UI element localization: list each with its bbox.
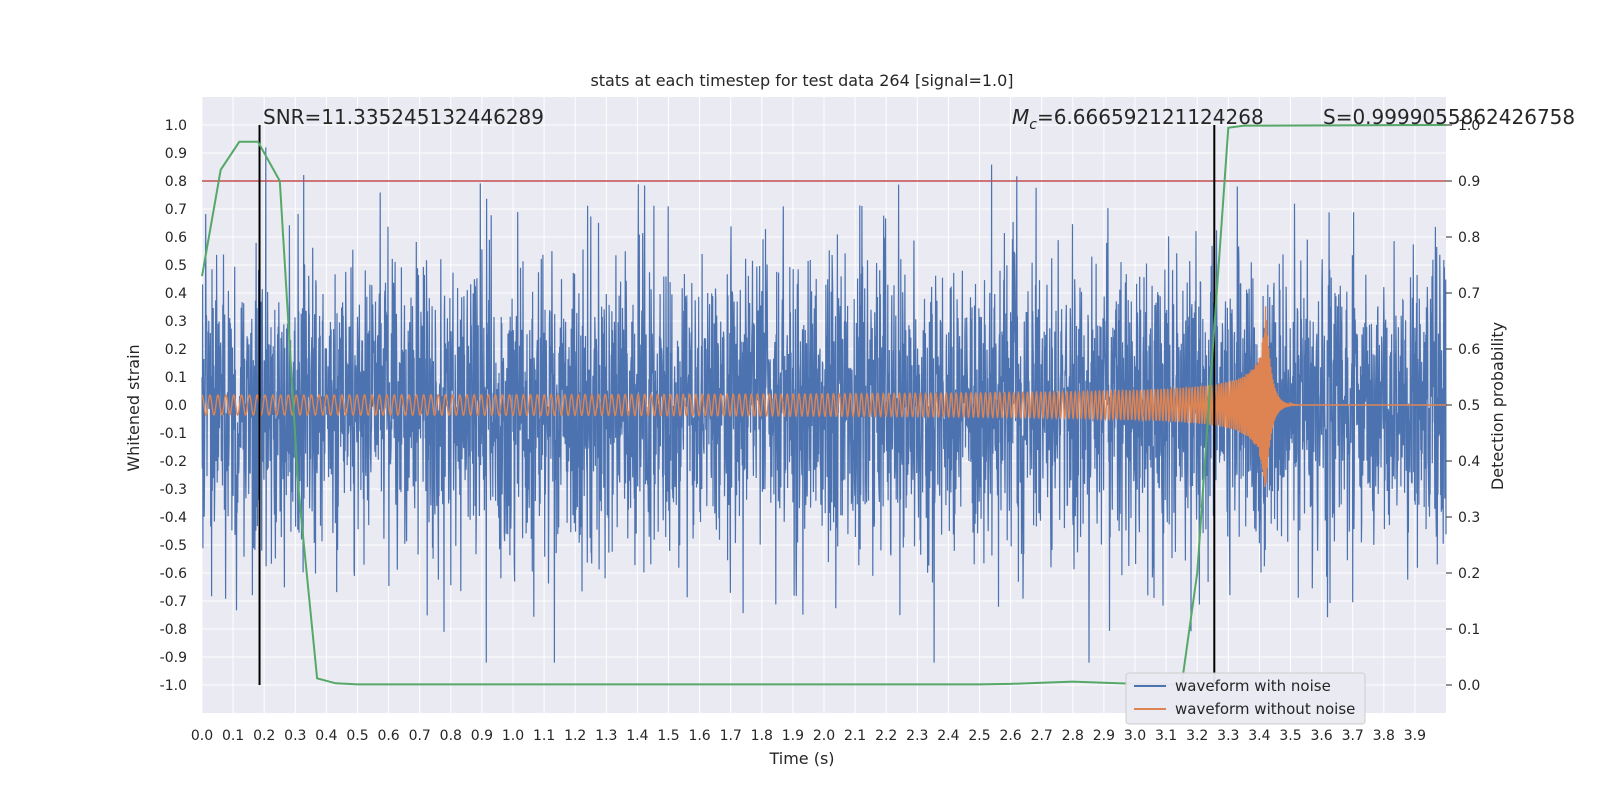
y-right-tick-label: 1.0 bbox=[1458, 118, 1480, 134]
x-tick-label: 2.3 bbox=[906, 728, 928, 744]
x-tick-label: 0.6 bbox=[377, 728, 399, 744]
x-tick-label: 0.0 bbox=[191, 728, 213, 744]
x-tick-label: 2.4 bbox=[937, 728, 959, 744]
x-tick-label: 3.7 bbox=[1342, 728, 1364, 744]
legend-label-clean: waveform without noise bbox=[1175, 700, 1355, 718]
y-tick-label: 0.1 bbox=[165, 370, 187, 386]
x-tick-label: 1.4 bbox=[626, 728, 648, 744]
legend-box bbox=[1125, 672, 1366, 725]
x-axis-label: Time (s) bbox=[768, 749, 834, 768]
y-right-tick-label: 0.6 bbox=[1458, 342, 1480, 358]
x-tick-label: 3.4 bbox=[1248, 728, 1270, 744]
y-tick-label: -0.6 bbox=[160, 566, 187, 582]
x-tick-label: 1.7 bbox=[720, 728, 742, 744]
x-tick-label: 0.4 bbox=[315, 728, 337, 744]
x-tick-label: 3.2 bbox=[1186, 728, 1208, 744]
detection-probability-line bbox=[201, 124, 1447, 686]
x-tick-label: 1.6 bbox=[688, 728, 710, 744]
y-right-axis-ticks: 1.0 0.9 0.8 0.7 0.6 0.5 0.4 0.3 0.2 0.1 0.0 bbox=[1446, 118, 1480, 694]
y-tick-label: 0.8 bbox=[165, 174, 187, 190]
waveform-with-noise-line bbox=[201, 147, 1447, 663]
x-tick-label: 3.6 bbox=[1310, 728, 1332, 744]
x-tick-label: 0.8 bbox=[440, 728, 462, 744]
x-tick-label: 2.0 bbox=[813, 728, 835, 744]
y-tick-label: 1.0 bbox=[165, 118, 187, 134]
x-tick-label: 0.9 bbox=[471, 728, 493, 744]
x-tick-label: 0.1 bbox=[222, 728, 244, 744]
y-right-tick-label: 0.2 bbox=[1458, 566, 1480, 582]
x-axis-ticks: 0.0 0.1 0.2 0.3 0.4 0.5 0.6 0.7 0.8 0.9 1.0 1.1 1.2 1… bbox=[191, 728, 1426, 744]
y-tick-label: -0.4 bbox=[160, 510, 187, 526]
x-tick-label: 0.3 bbox=[284, 728, 306, 744]
mc-symbol: M bbox=[1012, 105, 1029, 129]
series-waveform-without-noise bbox=[201, 306, 1446, 487]
mc-subscript: c bbox=[1029, 117, 1037, 133]
y-axis-ticks: 1.0 0.9 0.8 0.7 0.6 0.5 0.4 0.3 0.2 0.1 0.0 -0.1 -0.… bbox=[160, 118, 187, 694]
y-tick-label: 0.7 bbox=[165, 202, 187, 218]
x-tick-label: 2.6 bbox=[999, 728, 1021, 744]
x-tick-label: 2.7 bbox=[1031, 728, 1053, 744]
y-tick-label: 0.2 bbox=[165, 342, 187, 358]
x-tick-label: 3.0 bbox=[1124, 728, 1146, 744]
y-tick-label: -0.2 bbox=[160, 454, 187, 470]
y-tick-label: -0.5 bbox=[160, 538, 187, 554]
y-right-tick-label: 0.3 bbox=[1458, 510, 1480, 526]
y-tick-label: 0.9 bbox=[165, 146, 187, 162]
x-tick-label: 3.8 bbox=[1373, 728, 1395, 744]
y-right-tick-label: 0.7 bbox=[1458, 286, 1480, 302]
y-tick-label: 0.6 bbox=[165, 230, 187, 246]
series-detection-probability bbox=[201, 124, 1447, 686]
y-right-tick-label: 0.9 bbox=[1458, 174, 1480, 190]
marker-lines bbox=[258, 125, 1216, 685]
x-tick-label: 3.9 bbox=[1404, 728, 1426, 744]
x-tick-label: 1.8 bbox=[751, 728, 773, 744]
series-waveform-with-noise bbox=[201, 147, 1447, 663]
y-tick-label: 0.0 bbox=[165, 398, 187, 414]
y-tick-label: -0.9 bbox=[160, 650, 187, 666]
x-tick-label: 1.9 bbox=[782, 728, 804, 744]
s-annotation: S=0.9999055862426758 bbox=[1323, 105, 1575, 129]
mc-annotation: Mc=6.666592121124268 bbox=[1012, 105, 1264, 133]
y-tick-label: -1.0 bbox=[160, 678, 187, 694]
y-tick-label: -0.3 bbox=[160, 482, 187, 498]
x-tick-label: 2.2 bbox=[875, 728, 897, 744]
y-right-tick-label: 0.5 bbox=[1458, 398, 1480, 414]
y-right-tick-label: 0.1 bbox=[1458, 622, 1480, 638]
x-tick-label: 1.2 bbox=[564, 728, 586, 744]
y-tick-label: 0.3 bbox=[165, 314, 187, 330]
x-tick-label: 1.5 bbox=[657, 728, 679, 744]
snr-annotation: SNR=11.335245132446289 bbox=[263, 105, 544, 129]
x-tick-label: 0.5 bbox=[346, 728, 368, 744]
y-right-tick-label: 0.0 bbox=[1458, 678, 1480, 694]
x-tick-label: 0.2 bbox=[253, 728, 275, 744]
waveform-without-noise-line bbox=[201, 306, 1446, 487]
y-tick-label: -0.8 bbox=[160, 622, 187, 638]
y-right-tick-label: 0.4 bbox=[1458, 454, 1480, 470]
x-tick-label: 2.8 bbox=[1062, 728, 1084, 744]
x-tick-label: 3.5 bbox=[1279, 728, 1301, 744]
chart-title: stats at each timestep for test data 264… bbox=[590, 71, 1013, 90]
y-right-tick-label: 0.8 bbox=[1458, 230, 1480, 246]
x-tick-label: 0.7 bbox=[409, 728, 431, 744]
x-tick-label: 2.1 bbox=[844, 728, 866, 744]
y-tick-label: -0.7 bbox=[160, 594, 187, 610]
x-tick-label: 3.3 bbox=[1217, 728, 1239, 744]
mc-value: =6.666592121124268 bbox=[1037, 105, 1264, 129]
x-tick-label: 3.1 bbox=[1155, 728, 1177, 744]
x-tick-label: 2.5 bbox=[968, 728, 990, 744]
x-tick-label: 2.9 bbox=[1093, 728, 1115, 744]
y-right-axis-label: Detection probability bbox=[1488, 322, 1507, 490]
legend: waveform with noise waveform without noi… bbox=[1125, 672, 1366, 725]
x-tick-label: 1.3 bbox=[595, 728, 617, 744]
y-tick-label: -0.1 bbox=[160, 426, 187, 442]
y-tick-label: 0.4 bbox=[165, 286, 187, 302]
y-tick-label: 0.5 bbox=[165, 258, 187, 274]
y-axis-label: Whitened strain bbox=[124, 344, 143, 471]
legend-label-noise: waveform with noise bbox=[1175, 677, 1331, 695]
x-tick-label: 1.0 bbox=[502, 728, 524, 744]
x-tick-label: 1.1 bbox=[533, 728, 555, 744]
